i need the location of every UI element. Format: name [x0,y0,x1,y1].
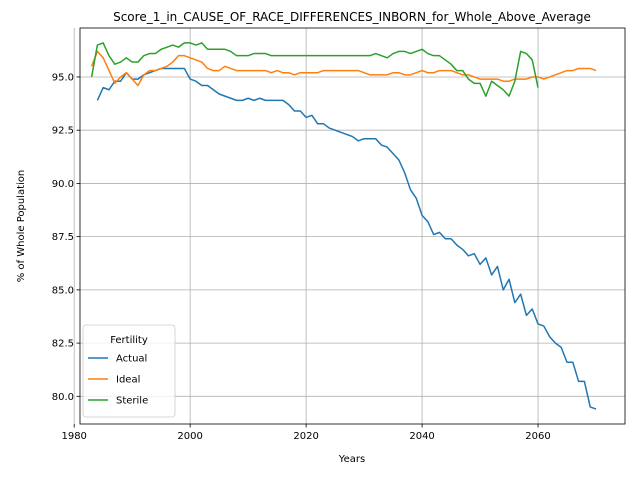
x-tick-label: 1980 [61,431,86,442]
x-axis-label: Years [338,454,365,465]
x-tick-label: 2000 [177,431,202,442]
legend-label-actual: Actual [116,354,147,365]
y-tick-label: 92.5 [52,126,74,137]
chart-title: Score_1_in_CAUSE_OF_RACE_DIFFERENCES_INB… [113,10,591,24]
legend-label-sterile: Sterile [116,396,148,407]
y-tick-label: 85.0 [52,285,74,296]
x-tick-label: 2040 [409,431,434,442]
x-tick-label: 2020 [293,431,318,442]
legend: Fertility Actual Ideal Sterile [83,325,175,417]
legend-title: Fertility [110,335,148,346]
y-tick-label: 95.0 [52,72,74,83]
y-tick-label: 80.0 [52,392,74,403]
y-tick-label: 90.0 [52,179,74,190]
y-tick-label: 82.5 [52,339,74,350]
y-axis-label: % of Whole Population [16,170,27,283]
legend-label-ideal: Ideal [116,375,140,386]
y-tick-label: 87.5 [52,232,74,243]
x-tick-label: 2060 [525,431,550,442]
